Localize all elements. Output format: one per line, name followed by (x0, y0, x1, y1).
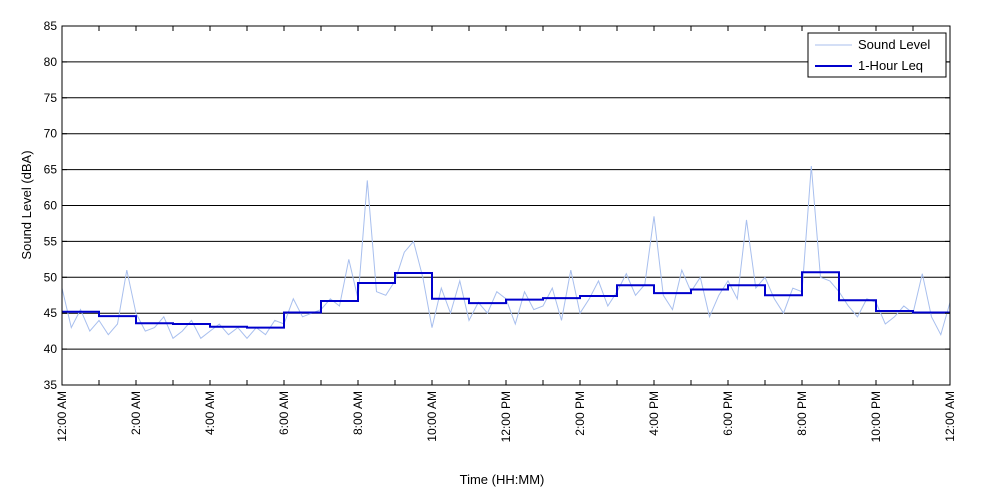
y-tick-label: 85 (44, 19, 58, 33)
x-tick-label: 8:00 PM (795, 391, 809, 436)
x-tick-label: 4:00 AM (203, 391, 217, 435)
grid-lines (62, 61, 950, 350)
x-tick-label: 2:00 PM (573, 391, 587, 436)
y-tick-label: 70 (44, 127, 58, 141)
x-tick-label: 12:00 AM (943, 391, 957, 442)
y-tick-label: 80 (44, 55, 58, 69)
x-tick-label: 4:00 PM (647, 391, 661, 436)
x-tick-label: 6:00 PM (721, 391, 735, 436)
x-tick-label: 10:00 AM (425, 391, 439, 442)
x-tick-label: 12:00 PM (499, 391, 513, 442)
legend-box (807, 32, 947, 78)
x-axis-title: Time (HH:MM) (460, 472, 545, 487)
x-tick-label: 12:00 AM (55, 391, 69, 442)
y-tick-label: 75 (44, 91, 58, 105)
y-tick-label: 50 (44, 270, 58, 284)
y-axis-ticks: 35 40 45 50 55 60 65 70 75 80 85 (44, 19, 950, 392)
legend: Sound Level 1-Hour Leq (807, 32, 947, 78)
leq-series (62, 271, 950, 329)
y-tick-label: 40 (44, 342, 58, 356)
legend-label-sound-level: Sound Level (858, 37, 930, 52)
x-tick-label: 8:00 AM (351, 391, 365, 435)
y-tick-label: 55 (44, 234, 58, 248)
x-axis-ticks: 12:00 AM 2:00 AM 4:00 AM 6:00 AM 8:00 AM 10:0… (55, 26, 957, 442)
y-axis-title: Sound Level (dBA) (19, 150, 34, 259)
x-tick-label: 10:00 PM (869, 391, 883, 442)
y-tick-label: 45 (44, 306, 58, 320)
x-tick-label: 6:00 AM (277, 391, 291, 435)
x-tick-label: 2:00 AM (129, 391, 143, 435)
leq-step-line (62, 271, 950, 329)
y-tick-label: 65 (44, 163, 58, 177)
legend-label-leq: 1-Hour Leq (858, 58, 923, 73)
y-tick-label: 60 (44, 199, 58, 213)
y-tick-label: 35 (44, 378, 58, 392)
